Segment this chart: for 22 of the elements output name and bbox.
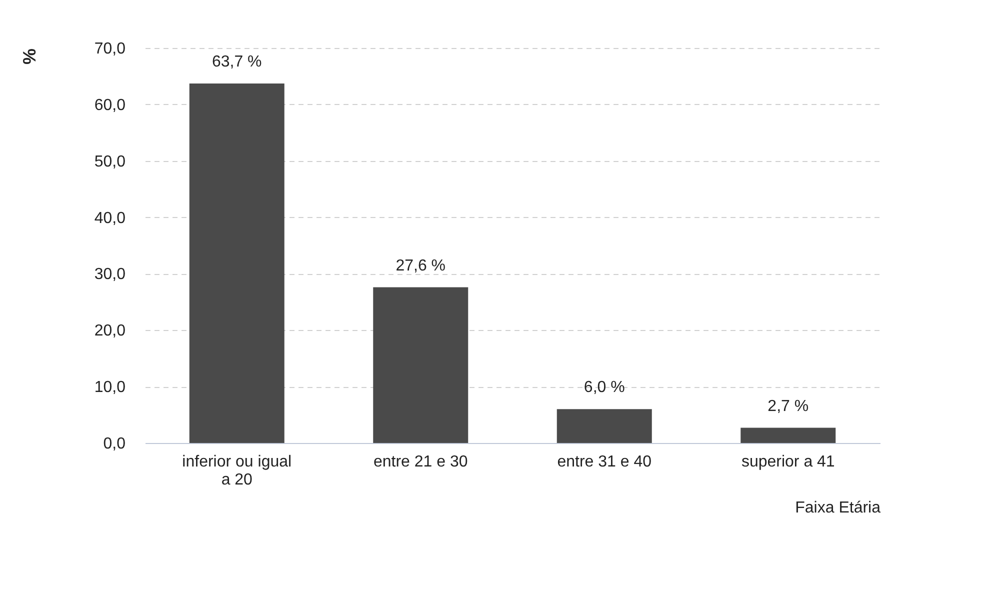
x-tick-label: superior a 41: [741, 454, 835, 470]
data-label: 6,0 %: [584, 379, 625, 396]
y-tick-label: 60,0: [94, 96, 126, 114]
y-tick-label: 20,0: [94, 322, 126, 340]
bar: [373, 287, 468, 443]
y-tick-label: 10,0: [94, 379, 126, 396]
y-axis-title: %: [19, 48, 40, 65]
bar: [740, 428, 836, 443]
y-tick-label: 30,0: [94, 266, 126, 284]
bar: [189, 84, 284, 443]
x-tick-label: entre 21 e 30: [373, 454, 468, 470]
y-tick-label: 50,0: [94, 153, 126, 170]
data-label: 27,6 %: [396, 257, 446, 274]
data-label: 2,7 %: [768, 398, 809, 415]
y-tick-label: 70,0: [94, 40, 126, 58]
x-tick-label: inferior ou igual a 20: [182, 454, 292, 488]
bar: [556, 409, 652, 443]
y-tick-label: 0,0: [103, 436, 126, 452]
y-tick-label: 40,0: [94, 210, 126, 227]
x-axis-title: Faixa Etária: [795, 500, 881, 516]
x-tick-label: entre 31 e 40: [557, 454, 652, 470]
data-label: 63,7 %: [212, 54, 262, 71]
